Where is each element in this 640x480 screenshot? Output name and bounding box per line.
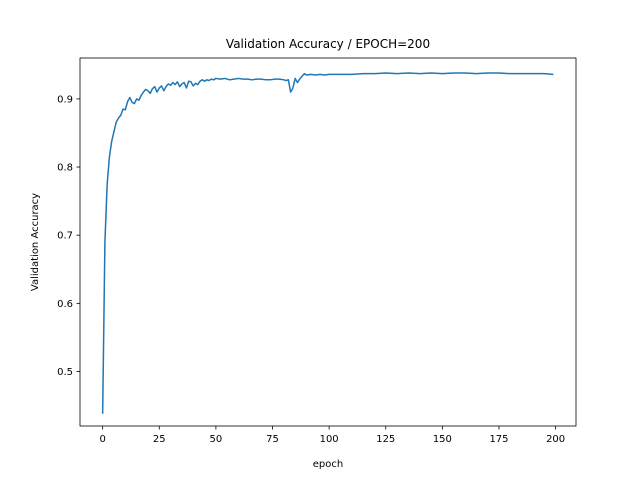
x-tick-label: 175 — [489, 434, 508, 445]
y-tick-label: 0.7 — [57, 231, 73, 242]
x-axis-label: epoch — [313, 459, 343, 470]
x-tick-label: 100 — [320, 434, 339, 445]
y-tick-label: 0.8 — [57, 163, 73, 174]
y-tick-label: 0.9 — [57, 94, 73, 105]
y-tick-label: 0.6 — [57, 299, 73, 310]
series-line-0 — [101, 72, 554, 414]
chart-title: Validation Accuracy / EPOCH=200 — [226, 37, 430, 51]
y-axis-label: Validation Accuracy — [30, 193, 41, 291]
x-tick-label: 0 — [99, 434, 105, 445]
plot-frame — [79, 57, 577, 427]
x-tick-label: 200 — [546, 434, 565, 445]
x-tick-label: 125 — [376, 434, 395, 445]
y-tick-label: 0.5 — [57, 367, 73, 378]
x-tick-label: 25 — [153, 434, 166, 445]
x-tick-label: 50 — [210, 434, 223, 445]
x-tick-label: 150 — [433, 434, 452, 445]
plot-area: 0 25 50 75 100 125 150 175 200 0.5 0.6 0.7 0.8 0.9 — [57, 57, 577, 445]
x-tick-label: 75 — [266, 434, 279, 445]
